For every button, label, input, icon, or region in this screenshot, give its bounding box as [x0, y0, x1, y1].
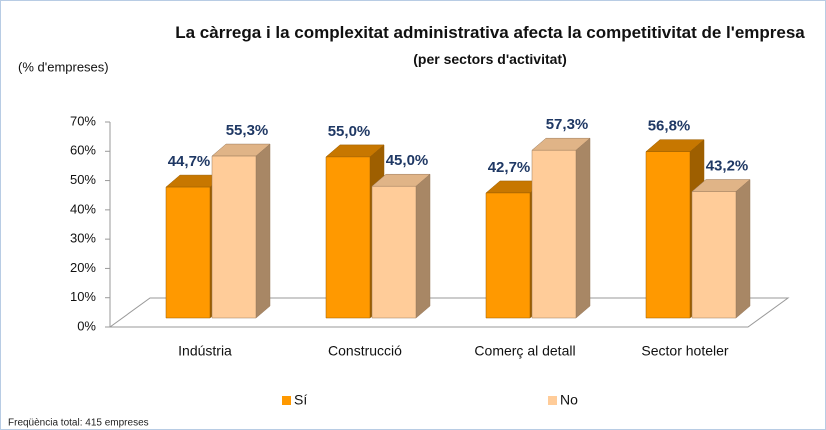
- y-tick-label: 0%: [77, 318, 96, 333]
- x-tick-label: Indústria: [178, 343, 232, 359]
- bar-front: [691, 191, 737, 319]
- legend-label: No: [560, 392, 578, 408]
- x-tick-label: Construcció: [328, 343, 402, 359]
- chart-title: La càrrega i la complexitat administrati…: [175, 23, 805, 42]
- value-label: 43,2%: [706, 157, 749, 174]
- x-tick-label: Comerç al detall: [474, 343, 575, 359]
- bar-side: [255, 143, 271, 319]
- value-label: 57,3%: [546, 116, 589, 133]
- bar: [371, 173, 431, 319]
- bar: [211, 143, 271, 319]
- bar-front: [325, 156, 371, 319]
- footnote: Freqüència total: 415 empreses: [8, 418, 149, 429]
- bar-front: [485, 192, 531, 319]
- bar: [531, 137, 591, 319]
- bar: [691, 178, 751, 319]
- y-tick-label: 60%: [70, 143, 96, 158]
- bar-front: [211, 155, 257, 319]
- bar-front: [645, 151, 691, 319]
- chart-subtitle: (per sectors d'activitat): [413, 51, 567, 67]
- bar-side: [735, 178, 751, 319]
- value-label: 45,0%: [386, 152, 429, 169]
- legend-label: Sí: [294, 392, 307, 408]
- bar-front: [165, 186, 211, 319]
- y-axis-label: (% d'empreses): [18, 59, 109, 74]
- y-tick-label: 10%: [70, 289, 96, 304]
- floor: [108, 297, 790, 328]
- y-tick-label: 20%: [70, 260, 96, 275]
- x-tick-label: Sector hoteler: [641, 343, 728, 359]
- value-label: 42,7%: [488, 159, 531, 176]
- y-tick-label: 40%: [70, 201, 96, 216]
- y-tick-label: 70%: [70, 113, 96, 128]
- legend-swatch: [282, 396, 291, 405]
- y-tick-label: 30%: [70, 231, 96, 246]
- value-label: 44,7%: [168, 153, 211, 170]
- value-label: 55,0%: [328, 123, 371, 140]
- chart-title-block: La càrrega i la complexitat administrati…: [170, 20, 810, 72]
- legend-swatch: [548, 396, 557, 405]
- bar-front: [531, 149, 577, 319]
- bar-side: [575, 137, 591, 319]
- y-tick-label: 50%: [70, 172, 96, 187]
- bar-side: [415, 173, 431, 319]
- value-label: 56,8%: [648, 118, 691, 135]
- bar-front: [371, 185, 417, 319]
- value-label: 55,3%: [226, 122, 269, 139]
